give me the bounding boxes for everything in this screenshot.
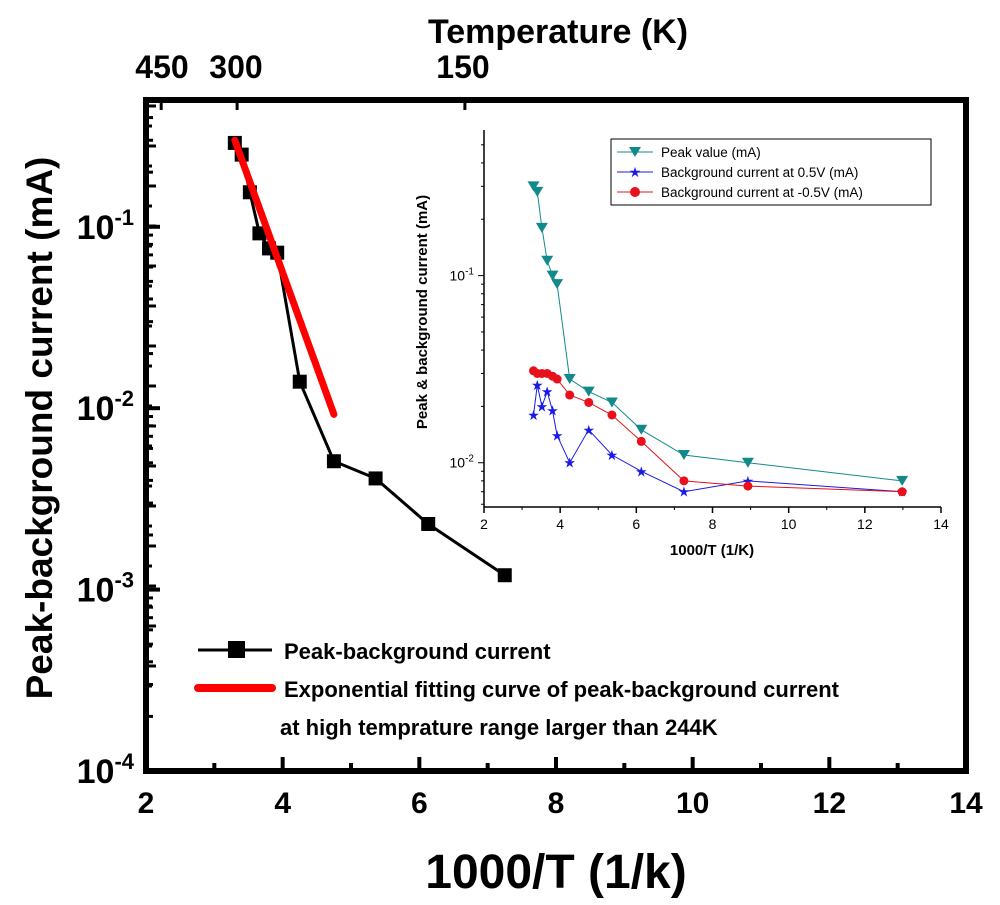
inset-legend-label-bg-pos: Background current at 0.5V (mA) [661, 165, 858, 180]
inset-legend-label-peak: Peak value (mA) [661, 145, 761, 160]
inset-series-group: ★★★★★★★★★★★★★ [527, 181, 909, 501]
legend-label-fit-line2: at high temprature range larger than 244… [280, 715, 718, 740]
main-legend: Peak-background current Exponential fitt… [194, 639, 840, 740]
main-y-tick-label: 10-2 [77, 386, 134, 428]
point-peak-value [582, 386, 595, 397]
main-x-tick-label: 14 [949, 787, 983, 820]
point-peak-background [252, 226, 267, 241]
main-axis-ticks [144, 98, 968, 771]
series-bg-current-pos-line [533, 384, 903, 493]
inset-x-tick-label: 12 [857, 516, 873, 532]
point-peak-value [605, 397, 618, 408]
point-peak-value [896, 475, 909, 486]
point-peak-value [677, 449, 690, 460]
main-x-tick-label: 10 [676, 787, 709, 820]
point-bg-current-neg [565, 390, 575, 400]
main-y-tick-label: 10-4 [77, 749, 135, 791]
inset-x-axis-title: 1000/T (1/K) [670, 542, 754, 559]
main-chart: 2 4 6 8 10 12 14 10-1 10-2 10-3 10-4 450 300 150 Te… [19, 13, 983, 899]
inset-x-tick-label: 2 [480, 516, 488, 532]
legend-label-fit: Exponential fitting curve of peak-backgr… [284, 677, 840, 702]
inset-x-tick-label: 8 [709, 516, 717, 532]
point-peak-value [527, 181, 540, 192]
inset-x-tick-label: 10 [781, 516, 797, 532]
main-x-tick-label: 6 [411, 787, 428, 820]
point-peak-value [535, 222, 548, 233]
point-peak-value [551, 279, 564, 290]
point-peak-value [741, 457, 754, 468]
point-bg-current-pos: ★ [551, 428, 564, 444]
point-peak-value [541, 255, 554, 266]
point-peak-background [326, 454, 341, 469]
point-peak-value [546, 270, 559, 281]
point-bg-current-pos: ★ [606, 448, 619, 464]
point-bg-current-neg [584, 397, 594, 407]
y-axis-title: Peak-background current (mA) [19, 157, 60, 700]
main-x-tick-labels: 2 4 6 8 10 12 14 [138, 787, 983, 820]
main-x-tick-label: 4 [274, 787, 291, 820]
point-bg-current-neg [743, 481, 753, 491]
x-axis-title: 1000/T (1/k) [425, 846, 686, 899]
inset-axis-ticks [478, 144, 942, 513]
inset-chart: 2 4 6 8 10 12 14 10-1 10-2 ★★★★★★★★★★★★★ 1000/T… [414, 130, 949, 559]
inset-y-axis-title: Peak & background current (mA) [414, 195, 431, 429]
main-x-tick-label: 12 [813, 787, 846, 820]
main-top-tick-labels: 450 300 150 [135, 49, 489, 85]
point-bg-current-pos: ★ [531, 378, 544, 394]
point-bg-current-pos: ★ [546, 404, 559, 420]
point-bg-current-neg [636, 436, 646, 446]
series-fit-curve [231, 136, 338, 418]
main-top-tick-label: 300 [209, 49, 262, 85]
main-y-tick-label: 10-3 [77, 568, 134, 610]
point-bg-current-pos: ★ [536, 399, 549, 415]
point-peak-value [563, 374, 576, 385]
inset-x-tick-label: 6 [632, 516, 640, 532]
point-bg-current-pos: ★ [635, 464, 648, 480]
inset-x-tick-label: 4 [556, 516, 564, 532]
inset-y-tick-label: 10-2 [450, 454, 475, 471]
point-bg-current-pos: ★ [678, 485, 691, 501]
point-peak-background [421, 516, 436, 531]
main-x-tick-label: 2 [138, 787, 155, 820]
inset-legend-marker-triangle [629, 147, 641, 157]
main-top-tick-label: 450 [135, 49, 188, 85]
point-bg-current-pos: ★ [527, 408, 540, 424]
point-peak-value [531, 186, 544, 197]
point-bg-current-pos: ★ [541, 385, 554, 401]
inset-legend-label-bg-neg: Background current at -0.5V (mA) [661, 185, 863, 200]
point-peak-background [292, 374, 307, 389]
main-y-tick-labels: 10-1 10-2 10-3 10-4 [77, 205, 135, 791]
point-peak-value [635, 424, 648, 435]
inset-y-tick-label: 10-1 [450, 267, 475, 284]
inset-legend: Peak value (mA) ★ Background current at … [610, 138, 932, 206]
top-axis-title: Temperature (K) [428, 13, 688, 51]
main-x-tick-label: 8 [548, 787, 565, 820]
inset-x-tick-labels: 2 4 6 8 10 12 14 [480, 516, 949, 532]
point-bg-current-pos: ★ [582, 423, 595, 439]
point-bg-current-pos: ★ [563, 456, 576, 472]
series-peak-background-line [233, 142, 506, 577]
inset-legend-marker-circle [630, 187, 640, 197]
main-top-tick-label: 150 [436, 49, 489, 85]
legend-marker-square [228, 641, 245, 658]
point-peak-background [497, 568, 512, 583]
point-peak-background [368, 471, 383, 486]
main-series-group [227, 135, 512, 583]
point-bg-current-neg [679, 476, 689, 486]
inset-legend-marker-star: ★ [629, 164, 642, 180]
main-y-tick-label: 10-1 [77, 205, 134, 247]
inset-legend-box [610, 138, 932, 206]
point-bg-current-neg [897, 487, 907, 497]
inset-y-tick-labels: 10-1 10-2 [450, 267, 475, 471]
inset-x-tick-label: 14 [933, 516, 949, 532]
point-bg-current-neg [552, 374, 562, 384]
point-bg-current-neg [607, 410, 617, 420]
legend-label-peak-background: Peak-background current [284, 639, 551, 664]
